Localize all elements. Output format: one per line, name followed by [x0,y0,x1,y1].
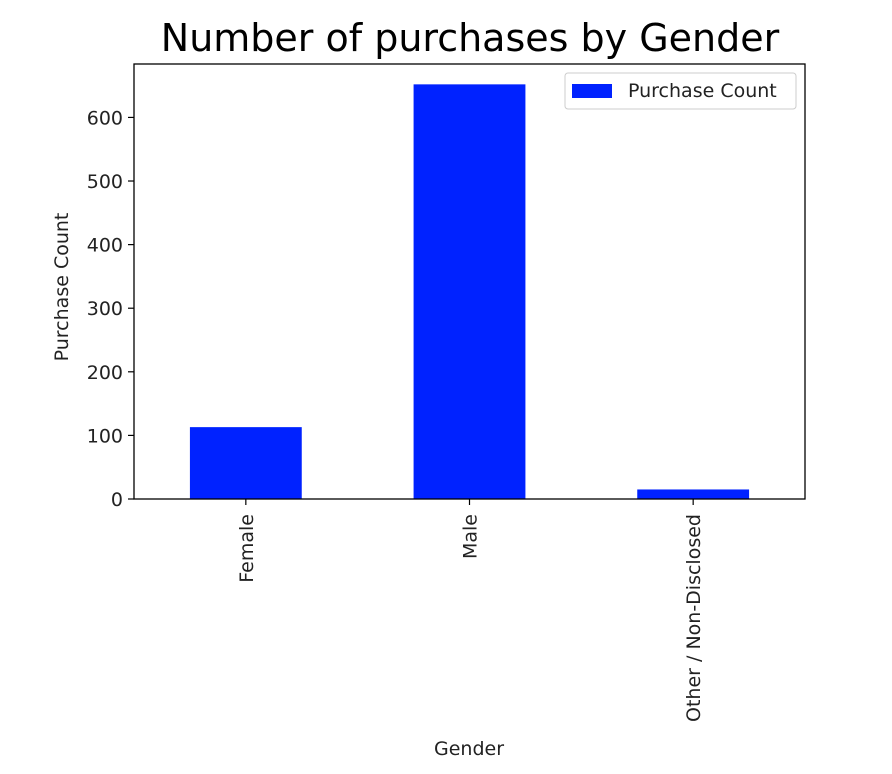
bar-female [189,427,302,499]
y-axis-label: Purchase Count [51,213,73,362]
y-tick-label: 400 [87,235,123,257]
chart-title: Number of purchases by Gender [161,16,780,60]
x-tick-label: Other / Non-Disclosed [683,514,705,722]
legend-label: Purchase Count [628,80,777,102]
x-axis-label: Gender [434,738,504,760]
bars-layer [189,84,750,499]
legend-swatch [572,84,612,98]
legend-box [564,72,797,110]
y-tick-label: 100 [87,425,123,447]
y-axis: 0 100 200 300 400 500 600 [87,107,134,511]
y-tick-label: 300 [87,298,123,320]
x-tick-label: Female [236,514,258,583]
y-tick-label: 0 [111,489,123,511]
bar-other-non-disclosed [637,489,750,499]
x-tick-label: Male [460,514,482,559]
y-tick-label: 500 [87,171,123,193]
y-tick-label: 200 [87,362,123,384]
bar-male [413,84,526,499]
x-axis: Female Male Other / Non-Disclosed [236,499,705,722]
y-tick-label: 600 [87,107,123,129]
legend: Purchase Count [564,72,797,110]
